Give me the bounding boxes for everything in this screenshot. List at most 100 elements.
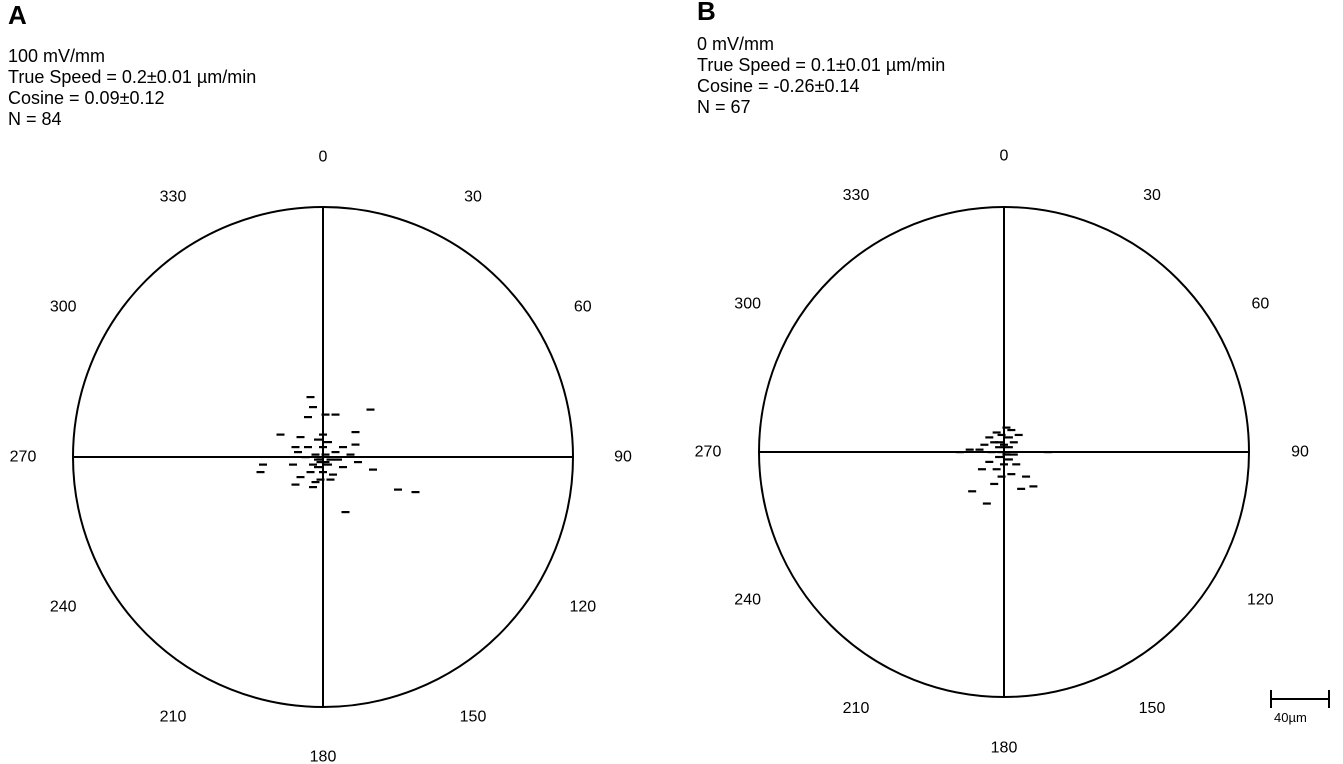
angle-label-300: 300 xyxy=(50,299,77,316)
endpoint-marker xyxy=(997,475,1006,478)
angle-label-90: 90 xyxy=(614,449,632,466)
endpoint-marker xyxy=(975,448,984,451)
endpoint-marker xyxy=(319,446,327,449)
endpoint-marker xyxy=(341,511,350,514)
endpoint-marker xyxy=(997,451,1006,454)
endpoint-marker xyxy=(369,468,377,471)
endpoint-marker xyxy=(1022,475,1031,478)
endpoint-marker xyxy=(259,463,267,466)
stats-block: 100 mV/mm True Speed = 0.2±0.01 µm/min C… xyxy=(8,46,256,130)
angle-label-210: 210 xyxy=(160,708,187,725)
endpoint-marker xyxy=(1000,463,1008,466)
endpoint-marker xyxy=(1029,485,1038,488)
endpoint-marker xyxy=(982,502,991,505)
endpoint-marker xyxy=(985,436,994,439)
endpoint-marker xyxy=(346,453,355,456)
angle-label-0: 0 xyxy=(319,149,328,166)
endpoint-marker xyxy=(319,433,327,436)
angle-label-30: 30 xyxy=(464,189,482,206)
angle-label-300: 300 xyxy=(734,296,761,313)
angle-label-60: 60 xyxy=(1251,296,1269,313)
endpoint-marker xyxy=(289,463,297,466)
endpoint-marker xyxy=(321,453,330,456)
endpoint-marker xyxy=(968,490,977,493)
true-speed: True Speed = 0.1±0.01 µm/min xyxy=(697,55,946,75)
endpoint-marker xyxy=(955,451,964,454)
endpoint-marker xyxy=(309,486,317,489)
endpoint-marker xyxy=(1017,487,1026,490)
angle-label-30: 30 xyxy=(1143,187,1161,204)
endpoint-marker xyxy=(354,461,362,464)
polar-plot-b: 0 30 60 90 120 150 180 210 240 270 300 330 xyxy=(695,148,1309,757)
endpoint-marker xyxy=(304,446,312,449)
panel-label: A xyxy=(8,0,27,30)
endpoint-marker xyxy=(990,441,999,444)
field-strength: 0 mV/mm xyxy=(697,34,775,54)
endpoint-marker xyxy=(995,441,1004,444)
endpoint-marker xyxy=(326,478,335,481)
endpoint-marker xyxy=(1002,451,1011,454)
angle-label-90: 90 xyxy=(1291,444,1309,461)
endpoint-marker xyxy=(1012,463,1021,466)
endpoint-marker xyxy=(296,436,305,439)
endpoint-marker xyxy=(329,473,337,476)
endpoint-marker xyxy=(309,463,317,466)
endpoint-marker xyxy=(394,488,402,491)
endpoint-marker xyxy=(1002,453,1011,456)
endpoint-marker xyxy=(304,416,312,419)
angle-label-330: 330 xyxy=(843,187,870,204)
endpoint-marker xyxy=(965,448,974,451)
angle-label-120: 120 xyxy=(1247,592,1274,609)
endpoint-marker xyxy=(1000,443,1008,446)
panel-label: B xyxy=(697,0,716,26)
endpoint-marker xyxy=(314,438,322,441)
endpoint-marker xyxy=(256,471,265,474)
endpoint-marker xyxy=(995,455,1004,459)
endpoint-marker xyxy=(1009,453,1018,456)
endpoint-marker xyxy=(1002,426,1011,429)
endpoint-marker xyxy=(324,441,332,444)
endpoint-marker xyxy=(301,456,310,459)
endpoint-marker xyxy=(995,446,1004,449)
angle-label-180: 180 xyxy=(310,749,337,764)
endpoint-marker xyxy=(339,466,347,469)
angle-label-240: 240 xyxy=(50,599,77,616)
angle-label-270: 270 xyxy=(695,444,722,461)
angle-label-240: 240 xyxy=(734,592,761,609)
endpoint-marker xyxy=(1009,441,1018,444)
endpoint-marker xyxy=(980,443,989,446)
angle-label-210: 210 xyxy=(843,700,870,717)
endpoint-marker xyxy=(314,458,322,461)
endpoint-marker xyxy=(316,478,325,481)
scale-bar: 40µm xyxy=(1270,690,1330,725)
sample-count: N = 67 xyxy=(697,97,751,117)
endpoint-marker xyxy=(992,431,1001,434)
endpoint-marker xyxy=(291,483,300,486)
endpoint-marker xyxy=(987,451,996,454)
cosine-value: Cosine = 0.09±0.12 xyxy=(8,88,165,108)
endpoint-marker xyxy=(276,433,285,436)
endpoint-marker xyxy=(1044,451,1053,454)
field-strength: 100 mV/mm xyxy=(8,46,106,66)
sample-count: N = 84 xyxy=(8,109,62,129)
endpoint-marker xyxy=(1007,473,1016,476)
endpoint-marker xyxy=(351,431,360,434)
endpoint-marker xyxy=(306,471,315,474)
angle-label-330: 330 xyxy=(160,189,187,206)
scale-bar-label: 40µm xyxy=(1274,710,1307,725)
endpoint-marker xyxy=(316,461,325,464)
endpoint-marker xyxy=(992,468,1001,471)
true-speed: True Speed = 0.2±0.01 µm/min xyxy=(8,67,257,87)
angle-label-270: 270 xyxy=(10,449,37,466)
endpoint-marker xyxy=(306,396,315,399)
endpoint-marker xyxy=(1004,458,1013,461)
endpoint-marker xyxy=(326,458,335,461)
endpoint-marker xyxy=(1014,433,1023,437)
endpoint-marker xyxy=(334,458,342,461)
cosine-value: Cosine = -0.26±0.14 xyxy=(697,76,860,96)
endpoint-marker xyxy=(411,491,420,494)
endpoint-marker xyxy=(321,413,330,416)
endpoint-marker xyxy=(296,476,305,479)
angle-label-0: 0 xyxy=(1000,148,1009,165)
polar-plot-a: 0 30 60 90 120 150 180 210 240 270 300 330 xyxy=(10,149,632,764)
